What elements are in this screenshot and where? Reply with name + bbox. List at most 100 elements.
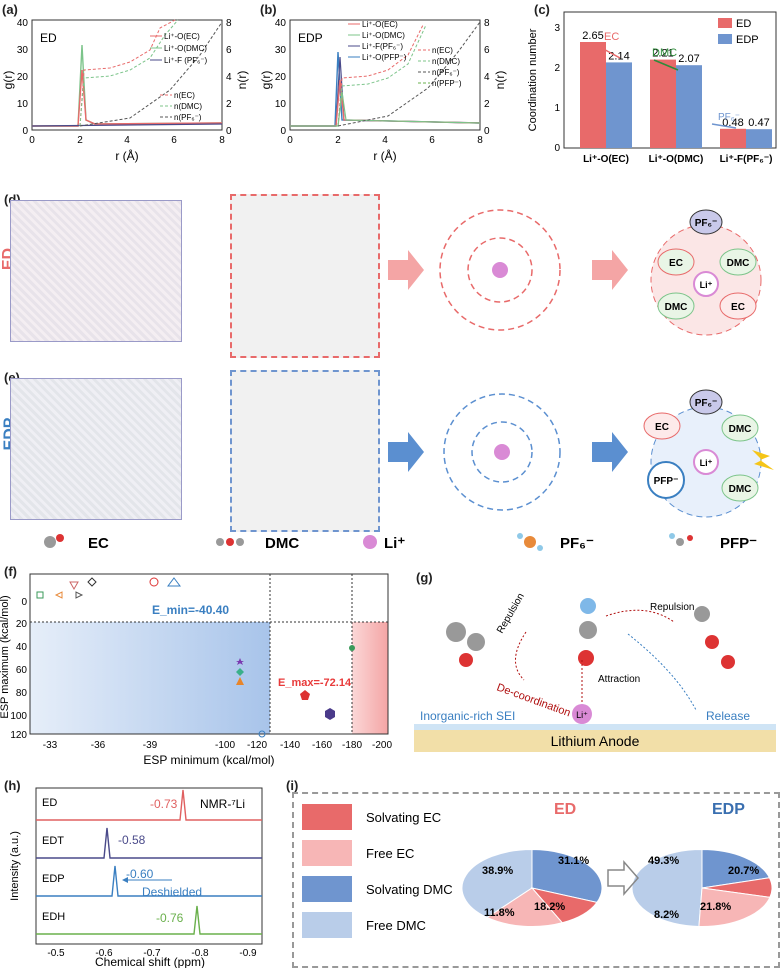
svg-text:r (Å): r (Å): [115, 148, 138, 163]
solvation-pies: Solvating EC Free EC Solvating DMC Free …: [302, 801, 773, 938]
svg-text:g(r): g(r): [259, 71, 273, 90]
svg-text:EC: EC: [669, 258, 683, 269]
svg-text:38.9%: 38.9%: [482, 865, 513, 877]
svg-text:Free DMC: Free DMC: [366, 918, 426, 933]
svg-text:Lithium Anode: Lithium Anode: [551, 733, 640, 749]
md-box-ed: [10, 200, 182, 342]
svg-text:Li⁺: Li⁺: [700, 280, 713, 290]
svg-text:-180: -180: [342, 740, 362, 751]
svg-text:n(r): n(r): [235, 71, 249, 90]
svg-text:8: 8: [219, 135, 225, 146]
svg-text:DMC: DMC: [265, 535, 299, 552]
svg-text:Li⁺-F(PF₆⁻): Li⁺-F(PF₆⁻): [362, 42, 403, 51]
panel-g: (g) Lithium Anode Inorganic-rich SEI Rel…: [406, 562, 780, 762]
svg-text:4: 4: [382, 135, 388, 146]
svg-text:PFP⁻: PFP⁻: [720, 535, 757, 552]
svg-text:ED: ED: [42, 797, 57, 809]
gr-plot-ed: ED 0 10 20 30 40 0 2 4 6 8 0 2 4 6 8 r (…: [1, 18, 249, 163]
svg-text:EC: EC: [731, 302, 745, 313]
svg-text:31.1%: 31.1%: [558, 855, 589, 867]
bar-edp: [746, 129, 772, 148]
svg-text:-160: -160: [312, 740, 332, 751]
arrow-right-icon: [388, 250, 424, 290]
svg-text:Li⁺-F (PF₆⁻): Li⁺-F (PF₆⁻): [164, 56, 208, 65]
lightning-icon: [752, 450, 774, 470]
panel-a: (a) ED 0 10 20 30 40 0 2 4 6 8 0 2 4 6 8…: [0, 0, 255, 170]
bar-ed: [580, 42, 606, 148]
pie-slice: [486, 887, 564, 927]
svg-text:Repulsion: Repulsion: [650, 602, 694, 613]
svg-text:PFP⁻: PFP⁻: [654, 476, 679, 487]
svg-text:Release: Release: [706, 709, 750, 723]
coordination-bar-chart: Coordination number 0 1 2 3 2.65 2.14 Li⁺-…: [527, 11, 777, 165]
svg-text:0: 0: [22, 126, 28, 137]
n-ec: [79, 19, 176, 127]
svg-text:ED: ED: [554, 801, 576, 818]
svg-text:2: 2: [554, 63, 560, 74]
pie-slice: [698, 887, 771, 927]
svg-text:-200: -200: [372, 740, 392, 751]
svg-text:11.8%: 11.8%: [484, 907, 515, 919]
svg-text:-0.6: -0.6: [95, 948, 113, 959]
category-label: Li⁺-F(PF₆⁻): [720, 154, 773, 165]
svg-text:0: 0: [21, 597, 27, 608]
svg-text:EDP: EDP: [42, 873, 65, 885]
bar-edp: [606, 62, 632, 148]
svg-text:30: 30: [17, 45, 29, 56]
svg-text:20: 20: [16, 619, 28, 630]
dmc-molecule-icon: [216, 538, 244, 546]
panel-i: (i) Solvating EC Free EC Solvating DMC F…: [282, 778, 780, 968]
svg-text:100: 100: [10, 711, 27, 722]
bar-value-label: 2.14: [608, 50, 629, 62]
panel-label: (g): [416, 570, 433, 585]
svg-text:n(DMC): n(DMC): [432, 57, 460, 66]
svg-text:20: 20: [275, 72, 287, 83]
ec-molecule-icon: [44, 534, 64, 548]
svg-text:Li⁺-O(PFP⁻): Li⁺-O(PFP⁻): [362, 53, 407, 62]
svg-text:Chemical shift (ppm): Chemical shift (ppm): [95, 955, 205, 968]
nmr-spectra: Intensity (a.u.) Chemical shift (ppm) -0…: [9, 787, 263, 969]
svg-text:Li⁺: Li⁺: [700, 458, 713, 468]
arrow-right-icon: [592, 432, 628, 472]
svg-text:3: 3: [554, 23, 560, 34]
svg-text:n(PFP⁻): n(PFP⁻): [432, 79, 462, 88]
svg-text:0: 0: [484, 126, 490, 137]
svg-text:2: 2: [484, 99, 490, 110]
svg-text:n(PF₆⁻): n(PF₆⁻): [432, 68, 460, 77]
plot-tag: ED: [40, 31, 57, 45]
svg-text:PF₆⁻: PF₆⁻: [695, 218, 718, 229]
svg-text:n(EC): n(EC): [174, 91, 195, 100]
svg-text:60: 60: [16, 665, 28, 676]
svg-text:ED: ED: [736, 18, 751, 30]
svg-text:8.2%: 8.2%: [654, 909, 679, 921]
svg-text:0: 0: [554, 143, 560, 154]
svg-text:Li⁺-O(DMC): Li⁺-O(DMC): [362, 31, 405, 40]
panel-c: (c) Coordination number 0 1 2 3 2.65 2.14…: [522, 0, 780, 170]
svg-text:-0.9: -0.9: [239, 948, 257, 959]
svg-text:PF₆⁻: PF₆⁻: [718, 112, 740, 123]
svg-text:Deshielded: Deshielded: [142, 885, 202, 899]
svg-text:EC: EC: [655, 422, 669, 433]
svg-text:40: 40: [275, 18, 287, 29]
svg-text:Attraction: Attraction: [598, 674, 640, 685]
svg-text:30: 30: [275, 45, 287, 56]
svg-text:2: 2: [335, 135, 341, 146]
svg-text:n(r): n(r): [493, 71, 507, 90]
svg-text:10: 10: [275, 99, 287, 110]
esp-scatter: 0 20 40 60 80 100 120 -33 -36 -39 -100 -…: [0, 573, 392, 767]
li-ion-icon: [363, 535, 377, 549]
molecule-legend: EC DMC Li⁺ PF₆⁻ PFP⁻: [20, 528, 780, 558]
svg-text:ESP maximum (kcal/mol): ESP maximum (kcal/mol): [0, 595, 11, 718]
svg-text:g(r): g(r): [1, 71, 15, 90]
svg-text:2: 2: [226, 99, 232, 110]
svg-text:6: 6: [171, 135, 177, 146]
svg-text:Solvating DMC: Solvating DMC: [366, 882, 453, 897]
svg-text:-36: -36: [91, 740, 106, 751]
svg-text:40: 40: [16, 642, 28, 653]
pie-frame: [292, 792, 780, 968]
category-label: Li⁺-O(EC): [583, 154, 629, 165]
svg-text:120: 120: [10, 730, 27, 741]
n-dmc: [79, 19, 179, 127]
arrow-right-icon: [592, 250, 628, 290]
svg-text:Li⁺-O(DMC): Li⁺-O(DMC): [164, 44, 207, 53]
